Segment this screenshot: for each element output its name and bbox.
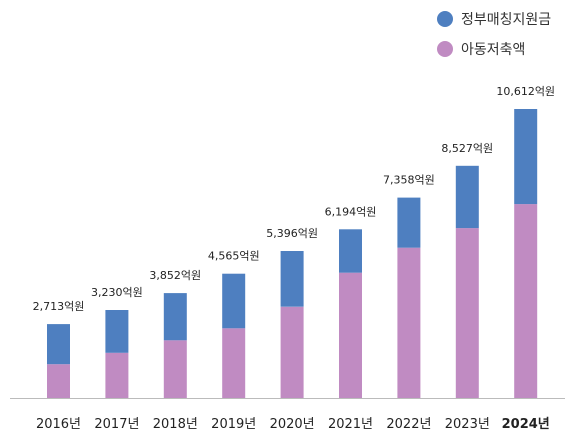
bar-government-2017년 <box>105 310 129 353</box>
bar-child-savings-2019년 <box>222 328 246 398</box>
x-tick-label-2020년: 2020년 <box>270 417 315 432</box>
x-tick-label-2023년: 2023년 <box>445 417 490 432</box>
total-label-2022년: 7,358억원 <box>383 174 435 187</box>
total-labels-group: 2,713억원 3,230억원 3,852억원 4,565억원 5,396억원 6,194… <box>33 85 555 313</box>
x-tick-label-2017년: 2017년 <box>94 417 139 432</box>
bar-government-2019년 <box>222 273 246 329</box>
bar-government-2016년 <box>47 324 70 365</box>
legend-label-child-savings: 아동저축액 <box>461 42 526 58</box>
bar-child-savings-2021년 <box>339 272 362 398</box>
bar-child-savings-2022년 <box>397 247 421 398</box>
total-label-2019년: 4,565억원 <box>208 250 260 263</box>
bar-child-savings-2016년 <box>47 364 70 398</box>
x-tick-label-2024년: 2024년 <box>502 417 550 432</box>
total-label-2020년: 5,396억원 <box>266 227 318 240</box>
legend-item-government: 정부매칭지원금 <box>437 6 551 32</box>
legend-swatch-child-savings <box>437 41 453 57</box>
bar-government-2022년 <box>397 197 421 248</box>
x-tick-label-2018년: 2018년 <box>153 417 198 432</box>
legend-label-government: 정부매칭지원금 <box>461 12 552 28</box>
x-tick-label-2021년: 2021년 <box>328 417 373 432</box>
x-tick-label-2019년: 2019년 <box>211 417 256 432</box>
bar-government-2021년 <box>339 229 362 273</box>
total-label-2024년: 10,612억원 <box>496 85 555 98</box>
x-tick-label-2022년: 2022년 <box>386 417 431 432</box>
bar-child-savings-2018년 <box>163 340 187 398</box>
legend-swatch-government <box>437 11 453 27</box>
legend: 정부매칭지원금 아동저축액 <box>437 6 551 66</box>
bar-government-2018년 <box>163 293 187 341</box>
total-label-2021년: 6,194억원 <box>325 205 377 218</box>
bar-government-2020년 <box>280 251 304 307</box>
bar-government-2024년 <box>514 109 538 205</box>
total-label-2018년: 3,852억원 <box>149 269 201 282</box>
legend-item-child-savings: 아동저축액 <box>437 36 551 62</box>
bars-group <box>47 109 538 398</box>
bar-child-savings-2020년 <box>280 306 304 398</box>
bar-child-savings-2024년 <box>514 204 538 398</box>
total-label-2017년: 3,230억원 <box>91 286 143 299</box>
total-label-2023년: 8,527억원 <box>441 142 493 155</box>
bar-child-savings-2023년 <box>455 228 479 398</box>
x-tick-labels-group: 2016년 2017년 2018년 2019년 2020년 2021년 2022년 2023년… <box>36 417 550 432</box>
bar-child-savings-2017년 <box>105 352 129 398</box>
bar-government-2023년 <box>455 165 479 229</box>
total-label-2016년: 2,713억원 <box>33 300 85 313</box>
x-tick-label-2016년: 2016년 <box>36 417 81 432</box>
